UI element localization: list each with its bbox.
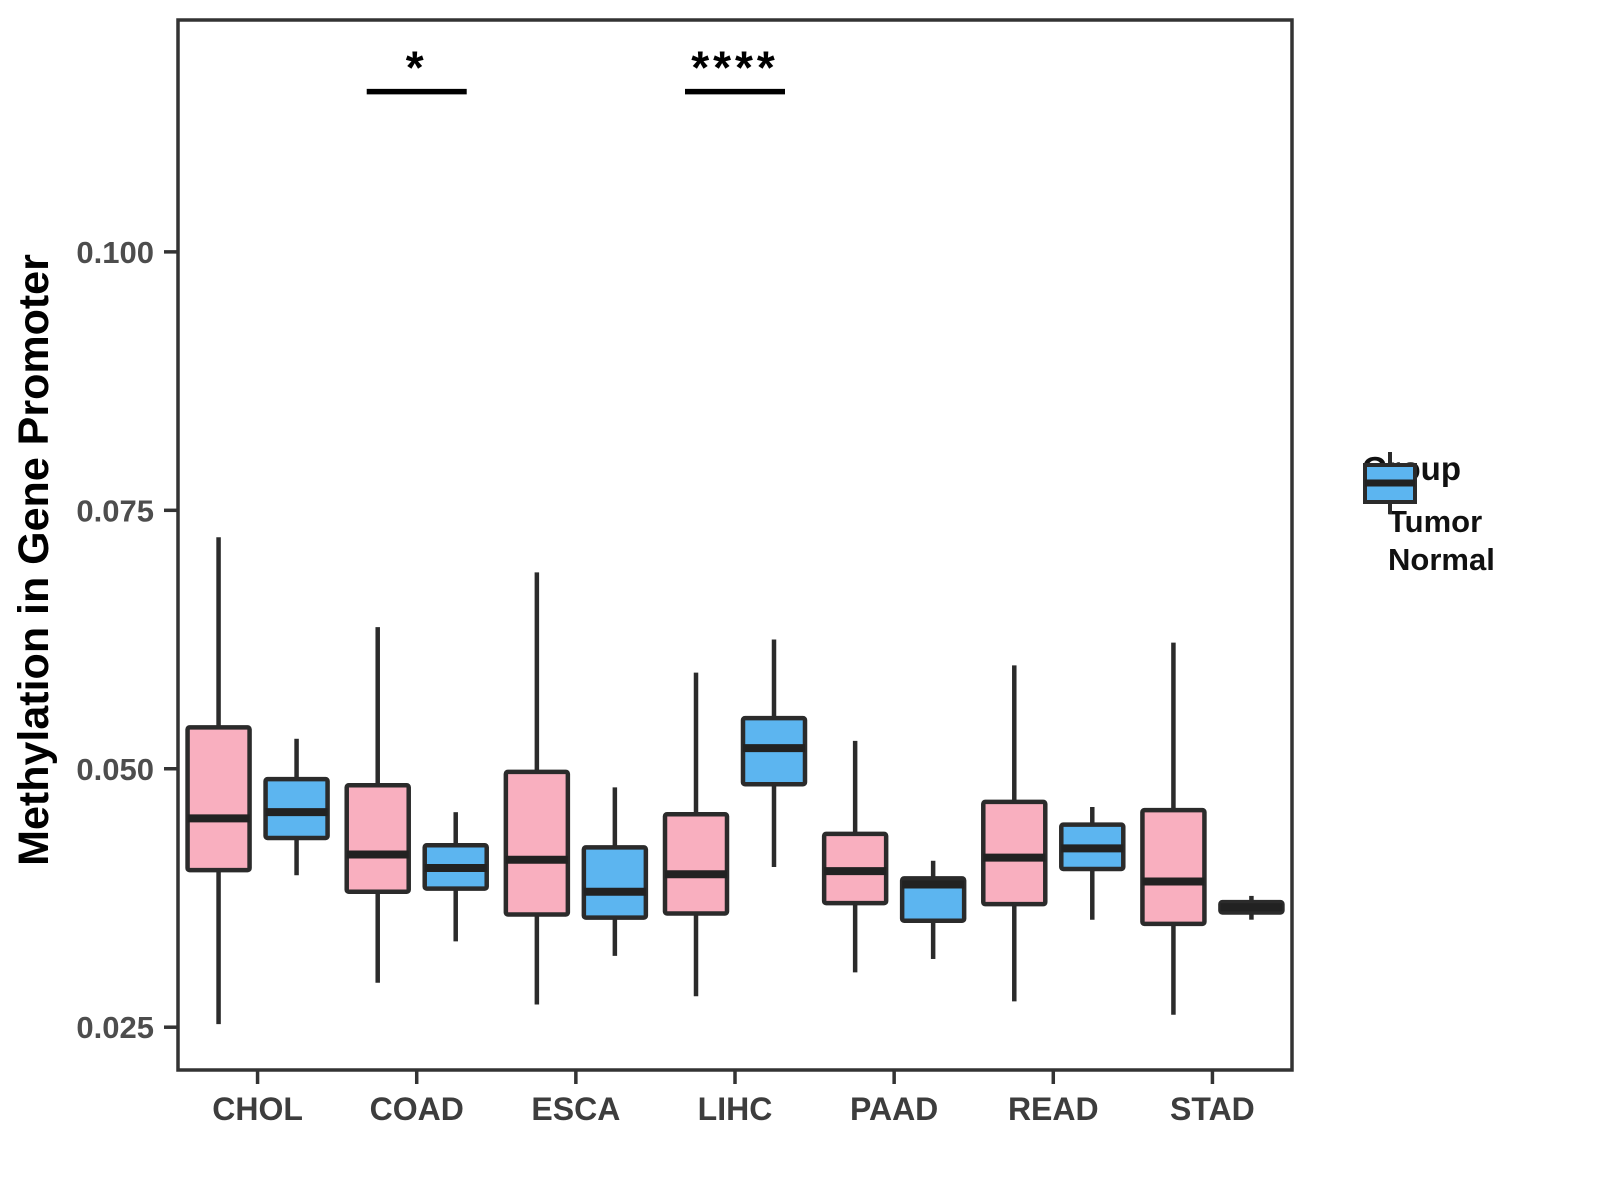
y-tick-label-0.050: 0.050: [76, 752, 154, 787]
panel-border: [176, 18, 1294, 1072]
significance-stars-COAD: *: [406, 42, 428, 94]
legend-label-normal: Normal: [1388, 542, 1495, 577]
y-axis-title: Methylation in Gene Promoter: [10, 254, 58, 866]
x-tick-label-LIHC: LIHC: [698, 1091, 773, 1127]
y-tick-label-0.075: 0.075: [76, 493, 154, 528]
box-COAD-Tumor: [344, 783, 411, 895]
x-tick-label-CHOL: CHOL: [212, 1091, 303, 1127]
box-STAD-Tumor: [1140, 807, 1207, 927]
x-tick-label-READ: READ: [1008, 1091, 1099, 1127]
y-tick-label-0.100: 0.100: [76, 235, 154, 270]
x-tick-label-STAD: STAD: [1170, 1091, 1255, 1127]
box-CHOL-Tumor: [185, 725, 252, 873]
legend-entry-normal: Normal: [1362, 452, 1495, 578]
legend-label-tumor: Tumor: [1388, 504, 1483, 539]
box-PAAD-Normal: [899, 876, 967, 923]
legend: Group Tumor Normal: [1362, 450, 1495, 580]
box-ESCA-Normal: [581, 845, 649, 920]
normal-boxplot-key-icon: [1363, 452, 1417, 514]
significance-stars-LIHC: ****: [691, 42, 779, 94]
x-tick-label-COAD: COAD: [370, 1091, 464, 1127]
y-tick-label-0.025: 0.025: [76, 1010, 154, 1045]
x-tick-label-PAAD: PAAD: [850, 1091, 938, 1127]
x-tick-label-ESCA: ESCA: [531, 1091, 620, 1127]
box-LIHC-Tumor: [662, 811, 730, 916]
box-READ-Tumor: [981, 799, 1048, 907]
box-ESCA-Tumor: [503, 769, 571, 917]
